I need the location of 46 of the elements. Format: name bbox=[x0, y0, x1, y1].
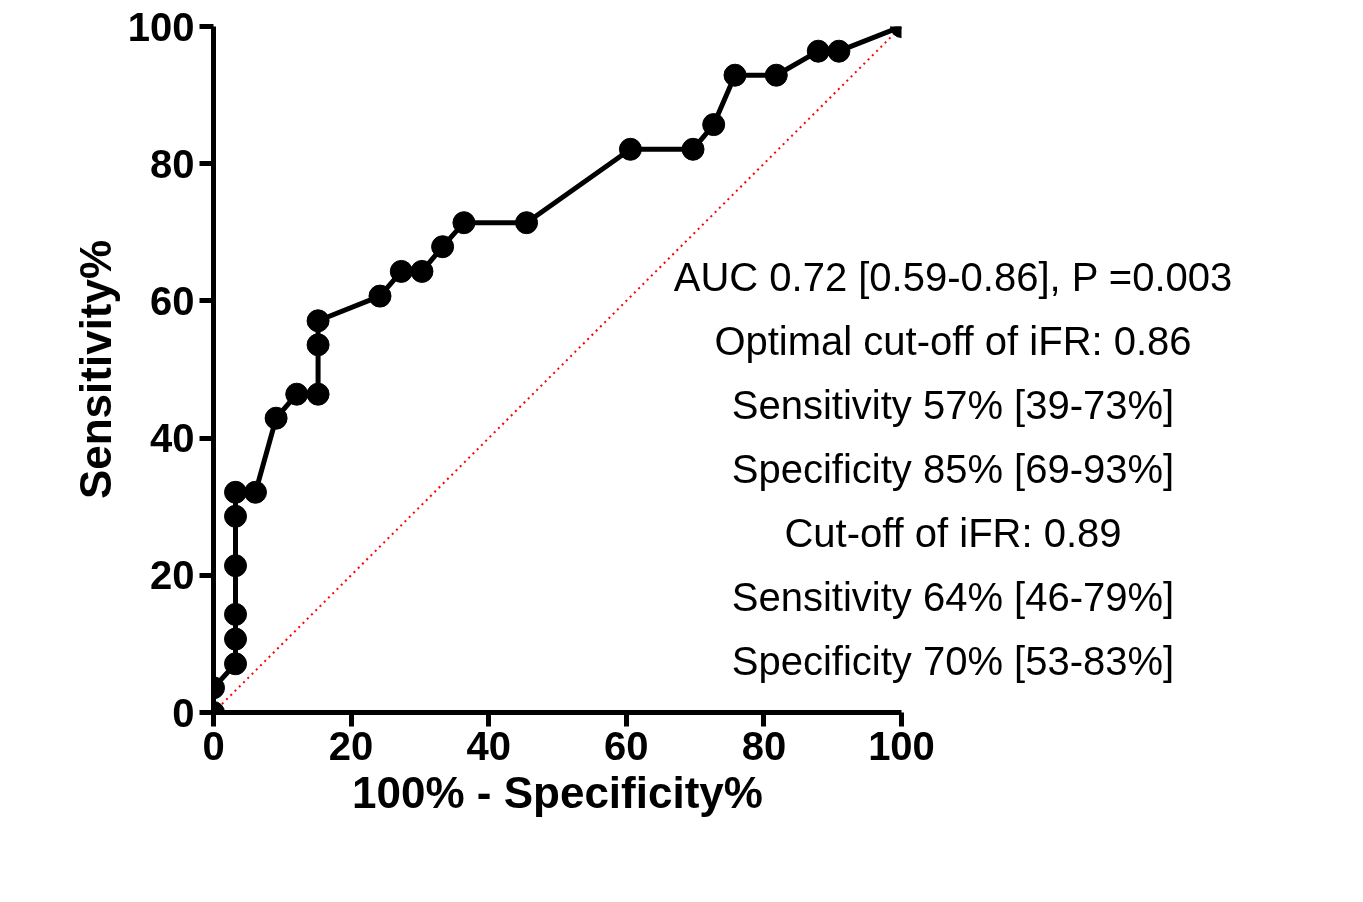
point bbox=[224, 504, 248, 528]
point bbox=[764, 63, 788, 87]
point bbox=[515, 211, 539, 235]
y-tick-label: 0 bbox=[172, 690, 195, 735]
x-tick-label: 60 bbox=[604, 723, 649, 768]
x-axis-title: 100% - Specificity% bbox=[352, 767, 763, 817]
y-tick-label: 100 bbox=[127, 4, 195, 49]
point bbox=[243, 480, 267, 504]
y-tick-label: 20 bbox=[150, 553, 195, 598]
y-tick-label: 60 bbox=[150, 278, 195, 323]
point bbox=[618, 137, 642, 161]
x-tick-label: 40 bbox=[466, 723, 511, 768]
point bbox=[224, 602, 248, 626]
x-tick-label: 80 bbox=[741, 723, 787, 768]
point bbox=[306, 333, 330, 357]
annotation: Cut-off of iFR: 0.89 bbox=[784, 511, 1122, 555]
point bbox=[224, 627, 248, 651]
point bbox=[681, 137, 705, 161]
point bbox=[285, 382, 309, 406]
x-tick-label: 100 bbox=[868, 723, 935, 768]
point bbox=[306, 309, 330, 333]
point bbox=[827, 39, 851, 63]
point bbox=[264, 406, 288, 430]
annotation: Specificity 85% [69-93%] bbox=[731, 447, 1175, 491]
point bbox=[368, 284, 392, 308]
point bbox=[224, 554, 248, 578]
x-tick-label: 20 bbox=[328, 723, 374, 768]
point bbox=[224, 652, 248, 676]
point bbox=[806, 39, 830, 63]
y-tick-label: 80 bbox=[150, 141, 195, 186]
point bbox=[306, 382, 330, 406]
point bbox=[431, 235, 455, 259]
point bbox=[702, 113, 726, 137]
point bbox=[723, 63, 747, 87]
annotation: Optimal cut-off of iFR: 0.86 bbox=[714, 319, 1192, 363]
point bbox=[410, 259, 434, 283]
x-tick-label: 0 bbox=[202, 723, 225, 768]
y-tick-label: 40 bbox=[150, 416, 195, 461]
point bbox=[452, 211, 476, 235]
point bbox=[389, 259, 413, 283]
annotation: Sensitivity 57% [39-73%] bbox=[731, 383, 1175, 427]
annotation: Sensitivity 64% [46-79%] bbox=[731, 575, 1175, 619]
annotation: Specificity 70% [53-83%] bbox=[731, 639, 1175, 683]
point bbox=[224, 480, 248, 504]
y-axis-title: Sensitivity% bbox=[70, 239, 120, 500]
annotation: AUC 0.72 [0.59-0.86], P =0.003 bbox=[673, 255, 1233, 299]
